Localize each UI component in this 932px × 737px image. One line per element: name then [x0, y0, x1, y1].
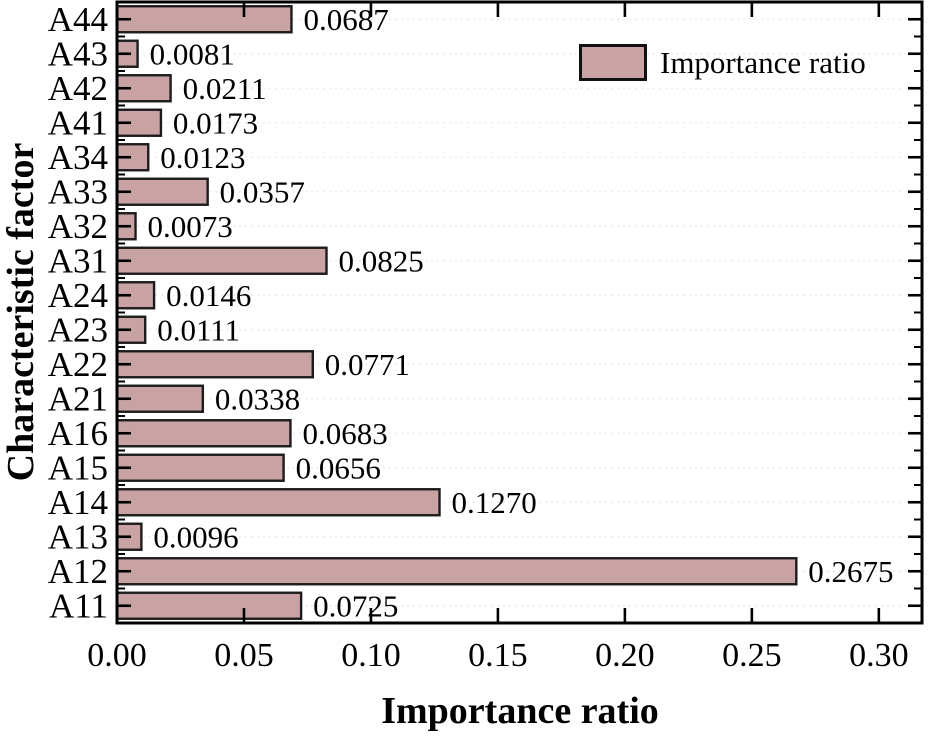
x-tick-label: 0.20 — [595, 637, 655, 674]
bar-a12 — [115, 557, 798, 586]
bar-value-label: 0.0211 — [183, 71, 267, 106]
category-label: A15 — [48, 448, 108, 487]
bar-value-label: 0.0146 — [166, 278, 251, 313]
bar-value-label: 0.0111 — [157, 312, 240, 347]
bar-value-label: 0.0123 — [160, 140, 245, 175]
bar-value-label: 0.0073 — [148, 209, 233, 244]
category-label: A43 — [48, 34, 108, 73]
category-label: A32 — [48, 207, 108, 246]
category-label: A16 — [48, 414, 108, 453]
category-label: A24 — [48, 276, 108, 315]
category-label: A42 — [48, 69, 108, 108]
bar-a24 — [115, 281, 156, 310]
x-tick-label: 0.30 — [849, 637, 909, 674]
bar-a14 — [115, 488, 441, 517]
axes-frame — [115, 0, 924, 625]
bar-a41 — [115, 108, 163, 137]
bar-value-label: 0.0357 — [220, 174, 305, 209]
bar-a44 — [115, 5, 293, 34]
bar-a22 — [115, 350, 314, 379]
category-label: A33 — [48, 172, 108, 211]
bar-value-label: 0.0081 — [150, 36, 235, 71]
x-tick-label: 0.15 — [468, 637, 528, 674]
category-label: A13 — [48, 517, 108, 556]
bar-a15 — [115, 453, 285, 482]
bar-value-label: 0.1270 — [452, 485, 537, 520]
legend-swatch-icon — [579, 44, 647, 81]
bar-value-label: 0.0683 — [302, 416, 387, 451]
bar-a13 — [115, 522, 143, 551]
bar-a16 — [115, 419, 292, 448]
bar-a21 — [115, 384, 205, 413]
bar-a31 — [115, 246, 328, 275]
bar-a33 — [115, 177, 209, 206]
bar-value-label: 0.2675 — [808, 554, 893, 589]
category-label: A12 — [48, 552, 108, 591]
legend-label: Importance ratio — [660, 44, 866, 80]
category-label: A14 — [48, 483, 108, 522]
bar-a11 — [115, 591, 303, 620]
bar-value-label: 0.0771 — [325, 347, 410, 382]
category-label: A31 — [48, 241, 108, 280]
category-label: A23 — [48, 310, 108, 349]
x-tick-label: 0.10 — [341, 637, 401, 674]
x-tick-label: 0.00 — [87, 637, 147, 674]
category-label: A34 — [48, 138, 108, 177]
category-label: A11 — [49, 586, 108, 625]
x-axis-title: Importance ratio — [381, 690, 659, 732]
y-axis-title: Characteristic factor — [0, 142, 42, 482]
bar-value-label: 0.0096 — [153, 519, 238, 554]
category-label: A22 — [48, 345, 108, 384]
bar-value-label: 0.0725 — [313, 588, 398, 623]
x-tick-label: 0.25 — [722, 637, 782, 674]
bar-value-label: 0.0825 — [339, 243, 424, 278]
category-label: A21 — [48, 379, 108, 418]
x-tick-label: 0.05 — [214, 637, 274, 674]
legend: Importance ratio — [579, 44, 866, 81]
bar-value-label: 0.0173 — [173, 105, 258, 140]
bar-value-label: 0.0687 — [303, 2, 388, 37]
category-label: A44 — [48, 0, 108, 39]
category-label: A41 — [48, 103, 108, 142]
bar-value-label: 0.0656 — [296, 450, 381, 485]
bar-value-label: 0.0338 — [215, 381, 300, 416]
